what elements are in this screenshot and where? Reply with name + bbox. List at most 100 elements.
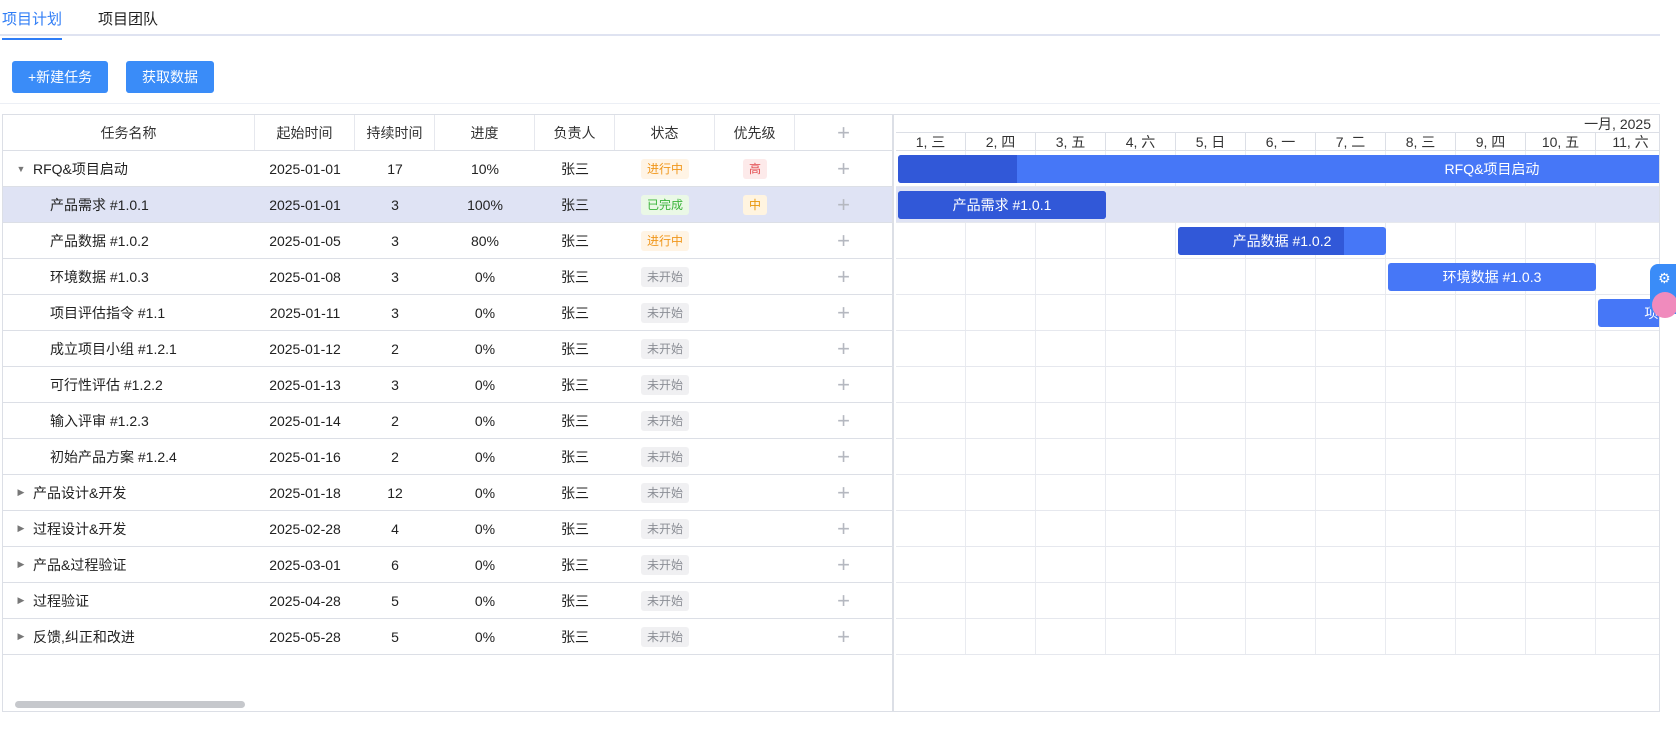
plus-icon[interactable]: +: [837, 515, 850, 541]
task-name: 可行性评估 #1.2.2: [50, 376, 163, 393]
task-row[interactable]: ▶ 过程设计&开发 2025-02-28 4 0% 张三 未开始 +: [3, 511, 892, 547]
gantt-component: 任务名称 起始时间 持续时间 进度 负责人 状态 优先级 + ▼ RFQ&项目启动…: [2, 114, 1660, 712]
priority-cell: [715, 403, 795, 438]
task-progress: 0%: [474, 376, 496, 393]
tab-bar: 项目计划 项目团队: [0, 0, 1660, 40]
plus-icon[interactable]: +: [837, 227, 850, 253]
task-start: 2025-01-14: [269, 412, 341, 429]
task-row[interactable]: 可行性评估 #1.2.2 2025-01-13 3 0% 张三 未开始 +: [3, 367, 892, 403]
status-badge: 已完成: [640, 194, 689, 215]
day-label: 9, 四: [1456, 133, 1526, 151]
bar-progress: [1178, 227, 1345, 255]
task-row[interactable]: ▶ 反馈,纠正和改进 2025-05-28 5 0% 张三 未开始 +: [3, 619, 892, 655]
tab-project-plan[interactable]: 项目计划: [2, 8, 63, 40]
plus-icon[interactable]: +: [837, 623, 850, 649]
caret-right-icon[interactable]: ▶: [17, 559, 25, 569]
task-duration: 4: [391, 520, 399, 537]
task-duration: 5: [391, 628, 399, 645]
task-name: 输入评审 #1.2.3: [50, 412, 149, 429]
caret-down-icon[interactable]: ▼: [16, 163, 26, 174]
task-name-cell: 环境数据 #1.0.3: [3, 259, 255, 294]
task-start: 2025-01-08: [269, 268, 341, 285]
task-row[interactable]: 项目评估指令 #1.1 2025-01-11 3 0% 张三 未开始 +: [3, 295, 892, 331]
task-bar[interactable]: 项目评估指令 #1.1: [1598, 299, 1659, 327]
task-row[interactable]: 环境数据 #1.0.3 2025-01-08 3 0% 张三 未开始 +: [3, 259, 892, 295]
task-row[interactable]: 输入评审 #1.2.3 2025-01-14 2 0% 张三 未开始 +: [3, 403, 892, 439]
plus-icon[interactable]: +: [837, 407, 850, 433]
col-header-start[interactable]: 起始时间: [255, 115, 355, 150]
plus-icon[interactable]: +: [837, 479, 850, 505]
plus-icon[interactable]: +: [837, 119, 850, 145]
new-task-button[interactable]: +新建任务: [12, 61, 109, 93]
grid-line: [1455, 151, 1456, 655]
task-owner: 张三: [561, 556, 589, 573]
priority-cell: [715, 583, 795, 618]
task-name-cell: 输入评审 #1.2.3: [3, 403, 255, 438]
task-duration: 5: [391, 592, 399, 609]
task-row[interactable]: 初始产品方案 #1.2.4 2025-01-16 2 0% 张三 未开始 +: [3, 439, 892, 475]
toolbar: +新建任务 获取数据: [0, 60, 1660, 104]
add-subtask-cell: +: [795, 331, 892, 366]
task-owner: 张三: [561, 484, 589, 501]
col-header-duration[interactable]: 持续时间: [355, 115, 435, 150]
task-duration: 2: [391, 412, 399, 429]
bar-label: RFQ&项目启动: [1444, 161, 1540, 177]
plus-icon[interactable]: +: [837, 551, 850, 577]
task-row[interactable]: 产品需求 #1.0.1 2025-01-01 3 100% 张三 已完成 中 +: [3, 187, 892, 223]
task-row[interactable]: ▶ 产品设计&开发 2025-01-18 12 0% 张三 未开始 +: [3, 475, 892, 511]
task-bar[interactable]: 产品数据 #1.0.2: [1178, 227, 1386, 255]
assistant-float-icon[interactable]: [1652, 292, 1676, 318]
col-header-name[interactable]: 任务名称: [3, 115, 255, 150]
add-column-button[interactable]: +: [795, 115, 892, 150]
tab-project-team[interactable]: 项目团队: [98, 11, 159, 28]
task-name-cell: 初始产品方案 #1.2.4: [3, 439, 255, 474]
gantt-row: [896, 403, 1659, 439]
priority-badge: 高: [742, 158, 767, 179]
plus-icon[interactable]: +: [837, 335, 850, 361]
task-bar[interactable]: 环境数据 #1.0.3: [1388, 263, 1596, 291]
plus-icon[interactable]: +: [837, 263, 850, 289]
col-header-status[interactable]: 状态: [615, 115, 715, 150]
gantt-chart: 一月, 2025 1, 三 2, 四 3, 五 4, 六 5, 日 6, 一 7, 二 8, …: [896, 115, 1659, 711]
caret-right-icon[interactable]: ▶: [17, 631, 25, 641]
task-name-cell: 可行性评估 #1.2.2: [3, 367, 255, 402]
plus-icon[interactable]: +: [837, 587, 850, 613]
gantt-row: [896, 547, 1659, 583]
col-header-progress[interactable]: 进度: [435, 115, 535, 150]
grid-line: [1105, 151, 1106, 655]
task-row[interactable]: 成立项目小组 #1.2.1 2025-01-12 2 0% 张三 未开始 +: [3, 331, 892, 367]
timeline-day-header: 1, 三 2, 四 3, 五 4, 六 5, 日 6, 一 7, 二 8, 三 9, 四 10, …: [896, 133, 1659, 151]
col-header-owner[interactable]: 负责人: [535, 115, 615, 150]
plus-icon[interactable]: +: [837, 299, 850, 325]
task-name: 反馈,纠正和改进: [33, 628, 135, 645]
priority-cell: [715, 619, 795, 654]
task-bar[interactable]: RFQ&项目启动: [898, 155, 1659, 183]
fetch-data-button[interactable]: 获取数据: [126, 61, 214, 93]
plus-icon[interactable]: +: [837, 155, 850, 181]
task-start: 2025-01-11: [269, 304, 341, 321]
status-cell: 进行中: [615, 223, 715, 258]
task-row[interactable]: 产品数据 #1.0.2 2025-01-05 3 80% 张三 进行中 +: [3, 223, 892, 259]
task-row[interactable]: ▶ 过程验证 2025-04-28 5 0% 张三 未开始 +: [3, 583, 892, 619]
grid-body: ▼ RFQ&项目启动 2025-01-01 17 10% 张三 进行中高 + 产品需求 #1.0…: [3, 151, 892, 655]
caret-right-icon[interactable]: ▶: [17, 487, 25, 497]
status-badge: 未开始: [640, 626, 689, 647]
task-row[interactable]: ▶ 产品&过程验证 2025-03-01 6 0% 张三 未开始 +: [3, 547, 892, 583]
caret-right-icon[interactable]: ▶: [17, 523, 25, 533]
col-header-priority[interactable]: 优先级: [715, 115, 795, 150]
gantt-row: [896, 619, 1659, 655]
add-subtask-cell: +: [795, 151, 892, 186]
caret-right-icon[interactable]: ▶: [17, 595, 25, 605]
day-label: 2, 四: [966, 133, 1036, 151]
task-bar[interactable]: 产品需求 #1.0.1: [898, 191, 1106, 219]
task-name-cell: ▶ 反馈,纠正和改进: [3, 619, 255, 654]
plus-icon[interactable]: +: [837, 191, 850, 217]
plus-icon[interactable]: +: [837, 443, 850, 469]
horizontal-scrollbar[interactable]: [15, 701, 245, 708]
task-name-cell: ▶ 产品&过程验证: [3, 547, 255, 582]
task-row[interactable]: ▼ RFQ&项目启动 2025-01-01 17 10% 张三 进行中 高 +: [3, 151, 892, 187]
add-subtask-cell: +: [795, 187, 892, 222]
status-cell: 未开始: [615, 259, 715, 294]
gear-icon[interactable]: ⚙: [1658, 270, 1671, 286]
plus-icon[interactable]: +: [837, 371, 850, 397]
